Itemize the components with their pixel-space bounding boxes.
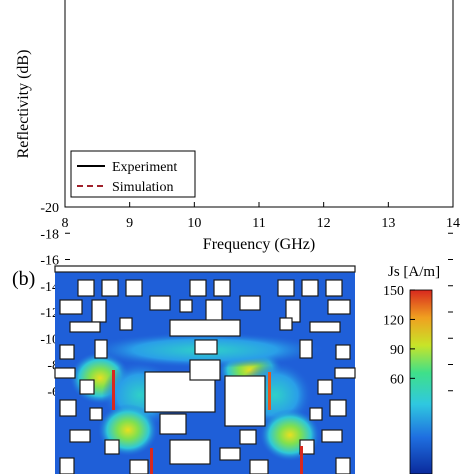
legend: Experiment Simulation <box>70 150 196 198</box>
metasurface-cell <box>149 295 171 311</box>
metasurface-cell <box>91 299 107 323</box>
metasurface-cell <box>169 439 211 465</box>
metasurface-cell <box>79 379 95 395</box>
metasurface-cell <box>321 429 343 443</box>
metasurface-cell <box>59 299 83 315</box>
metasurface-cell <box>299 339 313 359</box>
hot-edge-2 <box>268 372 271 410</box>
metasurface-cell <box>325 279 343 297</box>
x-ticks: 8 9 10 11 12 13 14 <box>62 202 460 231</box>
metasurface-cell <box>189 279 207 297</box>
y-axis-label: Reflectivity (dB) <box>15 50 32 159</box>
colorbar-tick-label: 90 <box>390 343 404 358</box>
metasurface-cell <box>69 429 91 443</box>
colorbar: Js [A/m] 150 120 90 60 <box>383 264 440 474</box>
colorbar-gradient <box>409 289 433 474</box>
hot-edge-4 <box>300 446 303 474</box>
metasurface-cell <box>89 407 103 421</box>
colorbar-tick-label: 150 <box>383 284 404 299</box>
y-tick-label: -6 <box>47 385 59 400</box>
metasurface-cell <box>125 279 143 297</box>
metasurface-cell <box>327 299 351 315</box>
metasurface-cell <box>301 279 319 297</box>
reflectivity-chart: Reflectivity (dB) -6 -8 -10 -12 -14 -16 -18 -20… <box>15 0 460 400</box>
y-tick-label: -18 <box>40 227 59 242</box>
metasurface-cell <box>205 299 223 323</box>
metasurface-cell <box>335 344 351 360</box>
metasurface-cell <box>104 439 120 455</box>
colorbar-tick-label: 60 <box>390 372 404 387</box>
metasurface-cell <box>54 367 76 379</box>
x-tick-label: 9 <box>126 216 133 231</box>
metasurface-cell <box>309 407 323 421</box>
current-heatmap <box>54 265 356 474</box>
metasurface-cell <box>119 317 133 331</box>
y-tick-label: -10 <box>40 332 59 347</box>
metasurface-cell <box>77 279 95 297</box>
metasurface-cell <box>277 279 295 297</box>
legend-label-experiment: Experiment <box>112 160 177 175</box>
colorbar-title: Js [A/m] <box>388 264 440 280</box>
metasurface-cell <box>189 359 221 381</box>
legend-box <box>70 150 196 198</box>
legend-label-simulation: Simulation <box>112 180 173 195</box>
metasurface-cell <box>59 399 77 417</box>
metasurface-cell <box>194 339 218 355</box>
y-tick-label: -8 <box>47 359 59 374</box>
current-distribution-panel: (b) Js [A/m] 150 120 90 60 <box>12 264 440 474</box>
metasurface-cell <box>334 367 356 379</box>
metasurface-cell <box>249 459 269 474</box>
metasurface-cell <box>213 279 231 297</box>
metasurface-cell <box>239 429 257 445</box>
hot-edge-3 <box>150 448 153 474</box>
plot-frame <box>64 0 454 208</box>
metasurface-cell <box>101 279 119 297</box>
y-tick-label: -16 <box>40 254 59 269</box>
metasurface-cell <box>239 295 261 311</box>
metasurface-cell <box>285 299 301 323</box>
metasurface-pattern <box>54 265 356 474</box>
metasurface-cell <box>59 344 75 360</box>
x-tick-label: 10 <box>187 216 201 231</box>
x-axis-label: Frequency (GHz) <box>203 236 315 253</box>
metasurface-cell <box>69 321 101 333</box>
y-ticks: -6 -8 -10 -12 -14 -16 -18 -20 <box>40 201 453 400</box>
metasurface-cell <box>54 265 356 273</box>
y-tick-label: -20 <box>40 201 59 216</box>
x-tick-label: 11 <box>252 216 265 231</box>
metasurface-cell <box>129 459 149 474</box>
metasurface-cell <box>94 339 108 359</box>
x-tick-label: 14 <box>446 216 460 231</box>
metasurface-cell <box>335 457 351 474</box>
panel-label-b: (b) <box>12 268 35 290</box>
metasurface-cell <box>59 457 75 474</box>
metasurface-cell <box>317 379 333 395</box>
x-tick-label: 8 <box>62 216 69 231</box>
colorbar-tick-label: 120 <box>383 313 404 328</box>
metasurface-cell <box>329 399 347 417</box>
y-tick-label: -14 <box>40 280 59 295</box>
metasurface-cell <box>279 317 293 331</box>
metasurface-cell <box>224 375 266 427</box>
metasurface-cell <box>219 447 241 461</box>
y-tick-label: -12 <box>40 306 59 321</box>
x-tick-label: 13 <box>381 216 395 231</box>
metasurface-cell <box>309 321 341 333</box>
metasurface-cell <box>169 319 241 337</box>
x-tick-label: 12 <box>317 216 331 231</box>
hot-edge-1 <box>112 370 115 410</box>
metasurface-cell <box>159 413 187 435</box>
colorbar-ticks: 150 120 90 60 <box>383 284 415 387</box>
metasurface-cell <box>179 299 193 313</box>
